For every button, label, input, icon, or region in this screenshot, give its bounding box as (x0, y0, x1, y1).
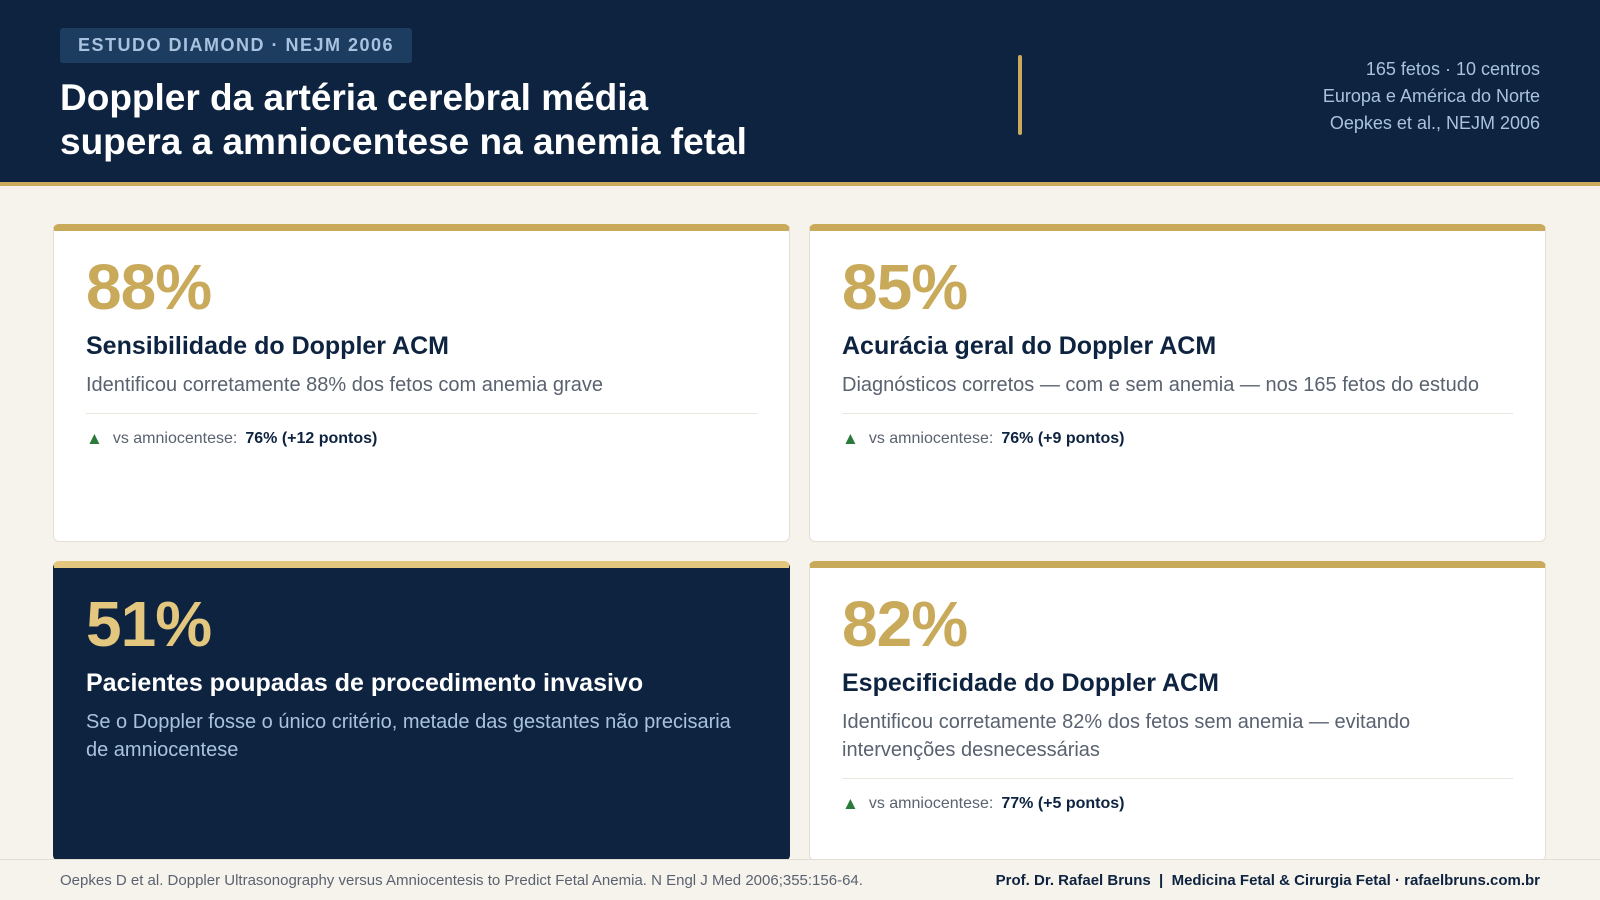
title-line-2: supera a amniocentese na anemia fetal (60, 121, 747, 162)
comparison-label: vs amniocentese: (112, 430, 238, 447)
triangle-up-icon: ▲ (842, 429, 859, 448)
stat-label: Sensibilidade do Doppler ACM (86, 332, 449, 360)
stat-label: Pacientes poupadas de procedimento invas… (86, 669, 644, 697)
meta-region: Europa e América do Norte (1322, 86, 1540, 106)
page-title: Doppler da artéria cerebral média supera… (60, 76, 747, 164)
stat-card-specificity: 82% Especificidade do Doppler ACM Identi… (809, 561, 1546, 861)
stat-description: Se o Doppler fosse o único critério, met… (86, 711, 731, 761)
stat-card-accuracy: 85% Acurácia geral do Doppler ACM Diagnó… (809, 224, 1546, 542)
stat-value: 85% (842, 251, 968, 323)
stat-card-spared-patients: 51% Pacientes poupadas de procedimento i… (53, 561, 790, 861)
divider (842, 413, 1513, 414)
stat-value: 82% (842, 588, 968, 660)
comparison-value: 76% (+9 pontos) (1001, 430, 1125, 447)
divider (842, 778, 1513, 779)
triangle-up-icon: ▲ (842, 794, 859, 813)
vertical-divider (1018, 55, 1022, 135)
triangle-up-icon: ▲ (86, 429, 103, 448)
comparison-row: ▲ vs amniocentese: 77% (+5 pontos) (842, 793, 1513, 815)
comparison-value: 76% (+12 pontos) (245, 430, 378, 447)
comparison-label: vs amniocentese: (868, 795, 994, 812)
stat-value: 88% (86, 251, 212, 323)
author-credit: Prof. Dr. Rafael Bruns | Medicina Fetal … (995, 871, 1540, 889)
study-badge: ESTUDO DIAMOND · NEJM 2006 (60, 28, 413, 63)
stat-label: Acurácia geral do Doppler ACM (842, 332, 1217, 360)
title-line-1: Doppler da artéria cerebral média (60, 77, 649, 118)
meta-sample: 165 fetos · 10 centros (1365, 59, 1540, 79)
stat-description: Diagnósticos corretos — com e sem anemia… (842, 374, 1479, 396)
stat-description: Identificou corretamente 82% dos fetos s… (842, 711, 1411, 761)
study-meta: 165 fetos · 10 centros Europa e América … (1323, 56, 1540, 137)
citation: Oepkes D et al. Doppler Ultrasonography … (60, 871, 863, 889)
stat-description: Identificou corretamente 88% dos fetos c… (86, 374, 603, 396)
comparison-row: ▲ vs amniocentese: 76% (+9 pontos) (842, 428, 1513, 450)
footer: Oepkes D et al. Doppler Ultrasonography … (0, 859, 1600, 900)
stat-card-sensitivity: 88% Sensibilidade do Doppler ACM Identif… (53, 224, 790, 542)
divider (86, 413, 757, 414)
stat-label: Especificidade do Doppler ACM (842, 669, 1219, 697)
comparison-label: vs amniocentese: (868, 430, 994, 447)
comparison-value: 77% (+5 pontos) (1001, 795, 1125, 812)
stat-value: 51% (86, 588, 212, 660)
meta-reference: Oepkes et al., NEJM 2006 (1329, 113, 1540, 133)
header-banner: ESTUDO DIAMOND · NEJM 2006 Doppler da ar… (0, 0, 1600, 186)
comparison-row: ▲ vs amniocentese: 76% (+12 pontos) (86, 428, 757, 450)
